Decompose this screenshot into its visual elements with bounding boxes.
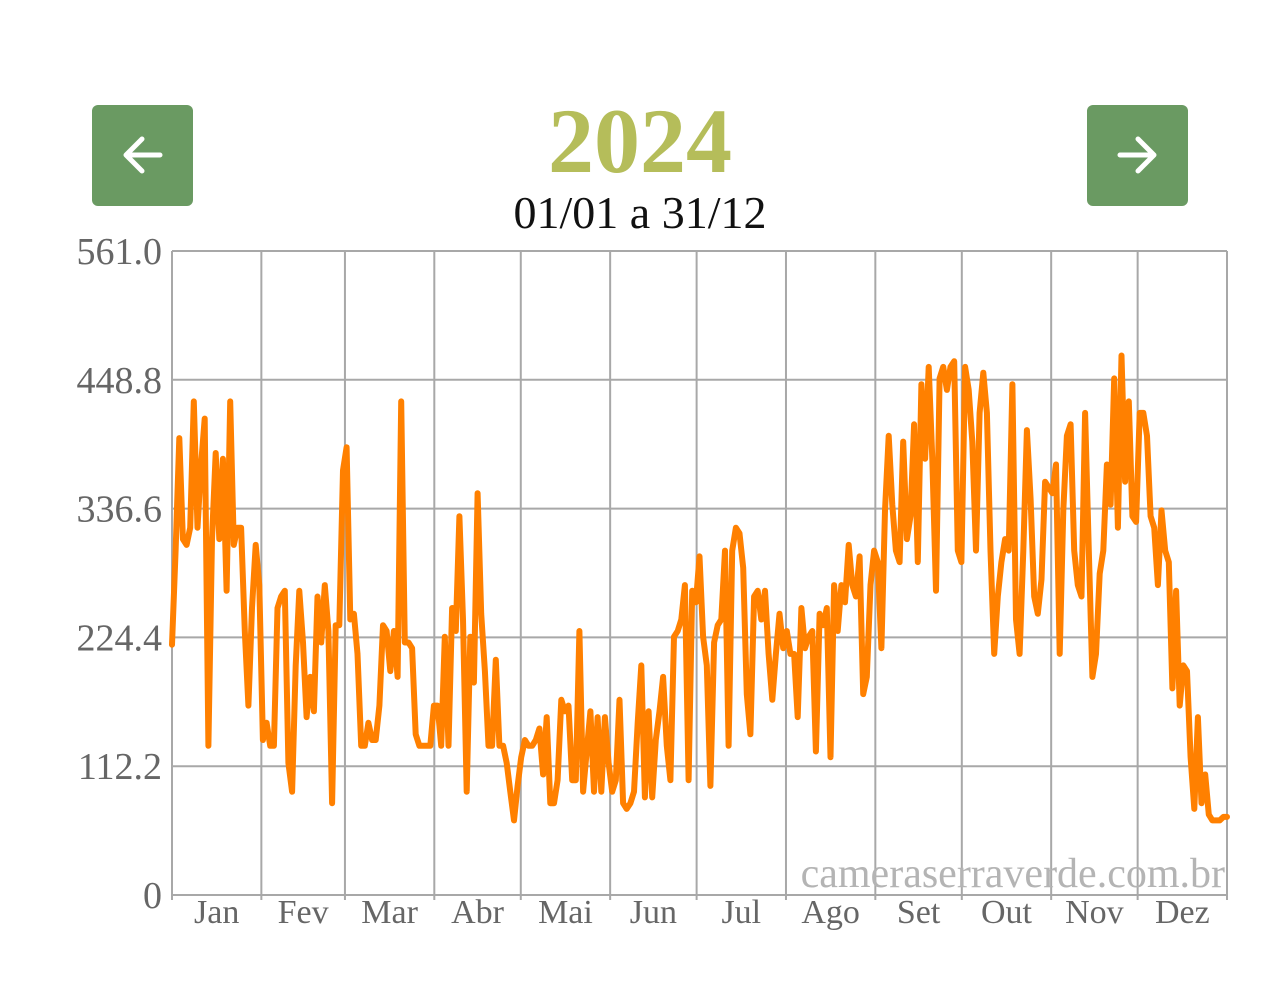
y-tick-label: 448.8	[77, 360, 163, 402]
x-tick-label: Mai	[538, 894, 593, 931]
y-tick-label: 561.0	[77, 231, 163, 273]
x-tick-label: Ago	[801, 894, 860, 931]
y-tick-label: 224.4	[77, 617, 163, 659]
x-tick-label: Jan	[194, 894, 239, 931]
prev-year-button[interactable]	[92, 105, 193, 206]
x-axis: Jan Fev Mar Abr Mai Jun Jul Ago Set Out Nov Dez	[194, 894, 1210, 931]
x-tick-label: Set	[897, 894, 941, 931]
x-tick-label: Dez	[1155, 894, 1210, 931]
x-tick-label: Nov	[1065, 894, 1124, 931]
y-tick-label: 0	[143, 875, 162, 917]
next-year-button[interactable]	[1087, 105, 1188, 206]
arrow-right-icon	[1117, 136, 1157, 174]
x-tick-label: Jun	[630, 894, 677, 931]
y-tick-label: 112.2	[78, 746, 162, 788]
year-title: 2024	[548, 90, 732, 192]
arrow-left-icon	[123, 136, 163, 174]
x-tick-label: Abr	[451, 894, 505, 931]
watermark: cameraserraverde.com.br	[801, 851, 1225, 897]
series-layer	[169, 352, 1230, 824]
x-tick-label: Out	[981, 894, 1033, 931]
grid	[171, 250, 1228, 900]
series-line	[169, 352, 1230, 824]
y-tick-label: 336.6	[77, 489, 163, 531]
x-tick-label: Fev	[278, 894, 329, 931]
y-axis: 0 112.2 224.4 336.6 448.8 561.0	[77, 231, 163, 917]
x-tick-label: Mar	[361, 894, 418, 931]
x-tick-label: Jul	[721, 894, 761, 931]
date-range: 01/01 a 31/12	[513, 187, 767, 238]
